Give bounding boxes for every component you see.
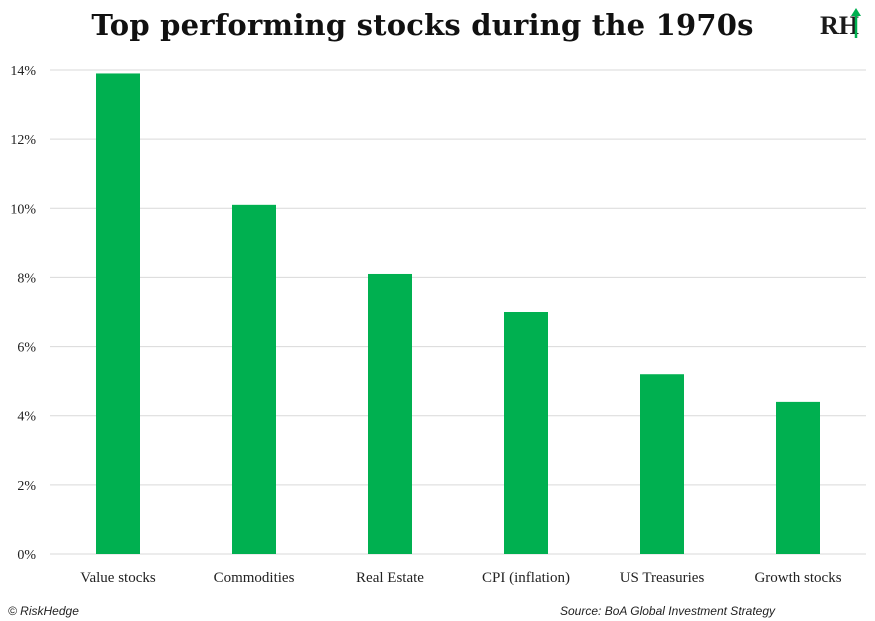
x-tick-label: Real Estate [356, 570, 424, 586]
footer-copyright: © RiskHedge [8, 604, 79, 618]
riskhedge-logo: RH [820, 8, 861, 40]
bars [96, 73, 820, 555]
bar-real-estate [368, 273, 412, 554]
chart-title: Top performing stocks during the 1970s [91, 8, 754, 42]
bar-commodities [232, 204, 276, 555]
x-tick-label: Growth stocks [754, 570, 841, 586]
y-axis-ticks: 0% 2% 4% 6% 8% 10% 12% 14% [10, 64, 36, 563]
y-tick-label: 8% [17, 271, 36, 286]
logo-arrow-icon [851, 8, 861, 38]
bar-chart: 0% 2% 4% 6% 8% 10% 12% 14% Value stocks Commodit… [10, 64, 866, 586]
bar-value-stocks [96, 73, 140, 554]
y-tick-label: 12% [10, 133, 36, 148]
y-tick-label: 10% [10, 202, 36, 217]
y-tick-label: 0% [17, 548, 36, 563]
bar-cpi-inflation [504, 312, 548, 554]
y-tick-label: 2% [17, 479, 36, 494]
y-tick-label: 6% [17, 341, 36, 356]
y-tick-label: 4% [17, 410, 36, 425]
bar-growth-stocks [776, 401, 820, 554]
x-tick-label: Commodities [214, 570, 295, 586]
bar-us-treasuries [640, 374, 684, 554]
x-tick-label: CPI (inflation) [482, 570, 570, 586]
x-tick-label: US Treasuries [620, 570, 705, 586]
y-tick-label: 14% [10, 64, 36, 79]
x-tick-label: Value stocks [80, 570, 156, 586]
x-axis-labels: Value stocks Commodities Real Estate CPI (i… [80, 570, 841, 586]
grid-lines [50, 69, 866, 555]
footer-source: Source: BoA Global Investment Strategy [560, 604, 775, 618]
